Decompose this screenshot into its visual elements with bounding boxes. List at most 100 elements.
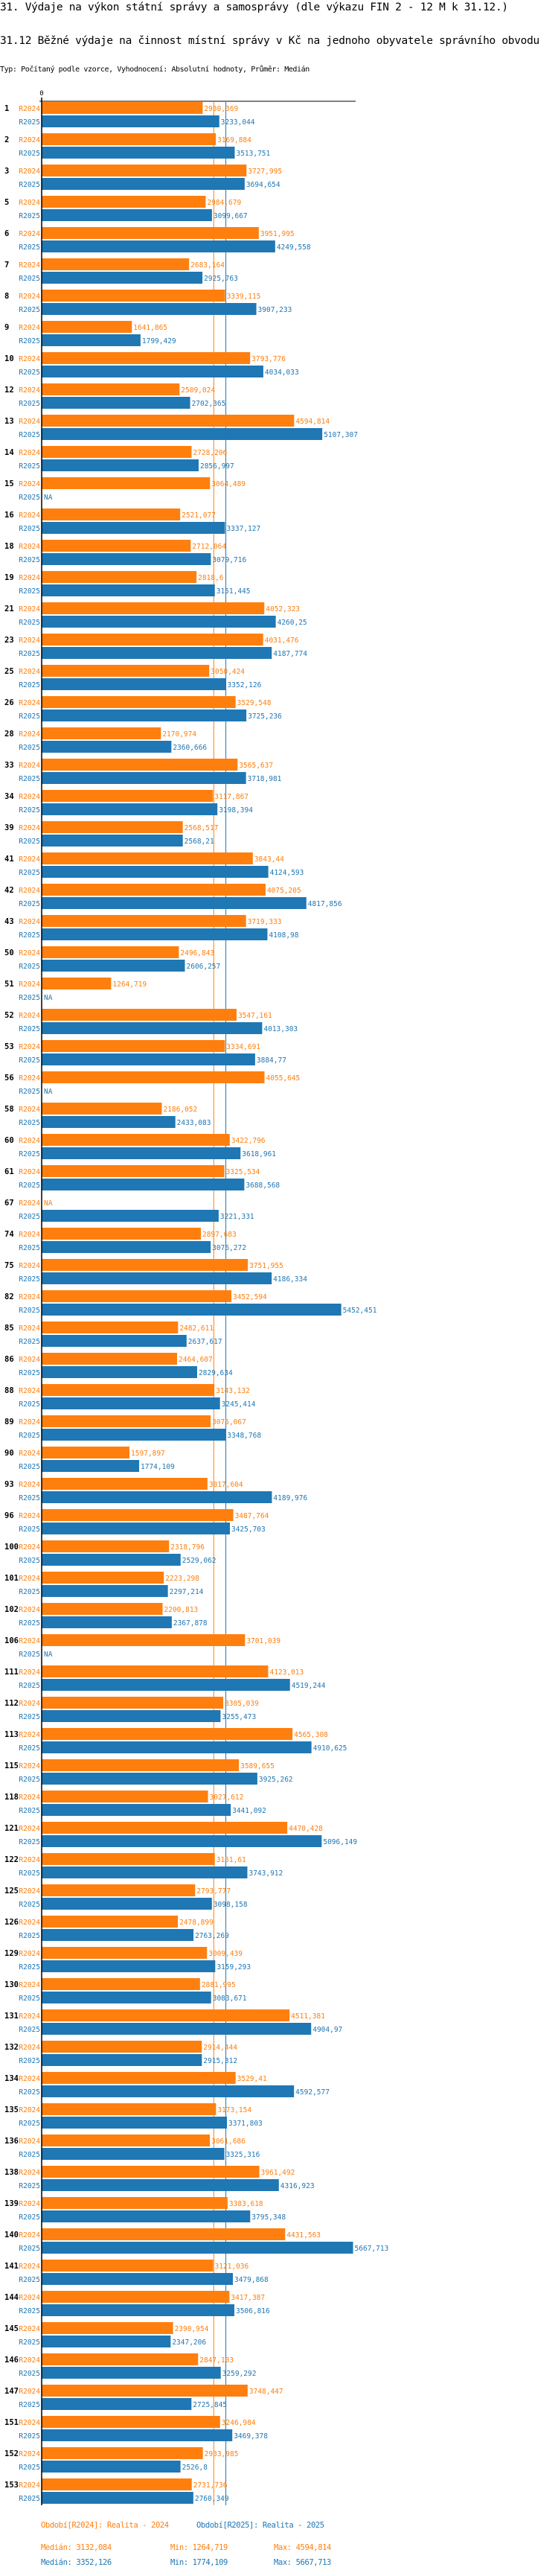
category-label: 86 — [4, 1355, 14, 1364]
value-label: 2683,164 — [190, 261, 225, 270]
value-label: 3198,394 — [219, 806, 253, 814]
category-label: 41 — [4, 855, 14, 864]
value-label: 3565,637 — [239, 762, 273, 770]
value-label: 3618,961 — [242, 1150, 276, 1158]
bar-r2025 — [42, 2242, 353, 2254]
value-label: 3487,764 — [235, 1512, 269, 1520]
bar-r2024 — [42, 133, 217, 145]
series-label-r2024: R2024 — [19, 855, 40, 864]
series-label-r2025: R2025 — [19, 994, 40, 1002]
bar-r2025 — [42, 1866, 248, 1878]
bar-r2025 — [42, 366, 263, 377]
category-label: 146 — [4, 2356, 19, 2365]
series-label-r2025: R2025 — [19, 587, 40, 596]
bar-r2024 — [42, 1103, 162, 1115]
chart-meta: Typ: Počítaný podle vzorce, Vyhodnocení:… — [0, 66, 310, 74]
value-label: 3469,378 — [234, 2432, 268, 2440]
value-label: 2712,064 — [192, 543, 226, 551]
series-label-r2024: R2024 — [19, 1231, 40, 1239]
series-label-r2025: R2025 — [19, 806, 40, 814]
bar-r2024 — [42, 634, 263, 645]
bar-r2025 — [42, 334, 141, 346]
stat-r2025-max: Max: 5667,713 — [274, 2558, 331, 2567]
series-label-r2024: R2024 — [19, 981, 40, 989]
value-label: 1597,897 — [131, 1450, 165, 1458]
bar-r2025 — [42, 2429, 233, 2441]
series-label-r2025: R2025 — [19, 2370, 40, 2378]
series-label-r2024: R2024 — [19, 1074, 40, 1083]
value-label: 2200,813 — [164, 1606, 199, 1614]
series-label-r2024: R2024 — [19, 949, 40, 957]
series-label-r2024: R2024 — [19, 1512, 40, 1520]
category-label: 33 — [4, 761, 14, 770]
bar-r2024 — [42, 2041, 202, 2053]
series-label-r2025: R2025 — [19, 337, 40, 345]
bar-r2024 — [42, 1791, 208, 1802]
value-label: 3305,039 — [225, 1700, 259, 1708]
series-label-r2025: R2025 — [19, 1995, 40, 2003]
series-label-r2025: R2025 — [19, 212, 40, 220]
series-label-r2024: R2024 — [19, 699, 40, 707]
value-label: 3725,236 — [248, 712, 282, 721]
category-label: 88 — [4, 1386, 14, 1395]
bar-r2025 — [42, 1960, 216, 1972]
category-label: 100 — [4, 1543, 19, 1552]
series-label-r2025: R2025 — [19, 963, 40, 971]
series-label-r2024: R2024 — [19, 2169, 40, 2177]
bar-r2024 — [42, 2009, 290, 2021]
series-label-r2025: R2025 — [19, 2151, 40, 2159]
value-label: 2390,954 — [175, 2325, 209, 2333]
bar-r2024 — [42, 415, 295, 427]
category-label: 130 — [4, 1980, 19, 1989]
value-label: 3245,414 — [222, 1400, 256, 1409]
bar-r2024 — [42, 2228, 286, 2240]
value-label: 3259,292 — [222, 2370, 257, 2378]
stat-r2024-median: Medián: 3132,084 — [41, 2543, 112, 2552]
bar-r2024 — [42, 2135, 211, 2146]
series-label-r2025: R2025 — [19, 931, 40, 940]
series-label-r2025: R2025 — [19, 2057, 40, 2065]
series-label-r2024: R2024 — [19, 293, 40, 301]
series-label-r2024: R2024 — [19, 1575, 40, 1583]
value-label: 3751,955 — [249, 1262, 283, 1270]
series-label-r2025: R2025 — [19, 1963, 40, 1971]
value-label: 2915,312 — [203, 2057, 237, 2065]
category-label: 7 — [4, 261, 9, 270]
bar-r2024 — [42, 665, 210, 677]
category-label: 135 — [4, 2105, 19, 2114]
series-label-r2024: R2024 — [19, 511, 40, 520]
value-label: 4123,013 — [269, 1668, 304, 1677]
series-label-r2025: R2025 — [19, 1025, 40, 1033]
bar-r2025 — [42, 1272, 272, 1284]
value-label: 3246,984 — [222, 2419, 256, 2427]
series-label-r2024: R2024 — [19, 1887, 40, 1896]
series-label-r2025: R2025 — [19, 2182, 40, 2190]
series-label-r2024: R2024 — [19, 762, 40, 770]
bar-r2024 — [42, 2291, 230, 2303]
series-label-r2025: R2025 — [19, 1557, 40, 1565]
category-label: 136 — [4, 2137, 19, 2146]
value-label: 3098,158 — [214, 1901, 248, 1909]
series-label-r2025: R2025 — [19, 2464, 40, 2472]
value-label: 2856,997 — [200, 462, 234, 471]
series-label-r2024: R2024 — [19, 261, 40, 270]
bar-r2024 — [42, 759, 238, 771]
value-label: 3151,445 — [217, 587, 251, 596]
bar-r2024 — [42, 1447, 130, 1458]
value-label: 2170,974 — [162, 730, 196, 739]
value-label: 3529,41 — [237, 2075, 267, 2083]
series-label-r2024: R2024 — [19, 2200, 40, 2208]
value-label: 3027,612 — [210, 1794, 244, 1802]
bar-r2024 — [42, 602, 265, 614]
series-label-r2024: R2024 — [19, 480, 40, 488]
value-label: 3173,154 — [217, 2106, 251, 2114]
value-label: 3701,039 — [246, 1637, 280, 1645]
series-label-r2024: R2024 — [19, 1919, 40, 1927]
series-label-r2025: R2025 — [19, 1119, 40, 1127]
value-label: 3325,534 — [226, 1168, 260, 1176]
series-label-r2025: R2025 — [19, 494, 40, 502]
series-label-r2024: R2024 — [19, 449, 40, 457]
category-label: 39 — [4, 823, 14, 832]
category-label: 61 — [4, 1167, 14, 1176]
bar-r2025 — [42, 1585, 168, 1597]
